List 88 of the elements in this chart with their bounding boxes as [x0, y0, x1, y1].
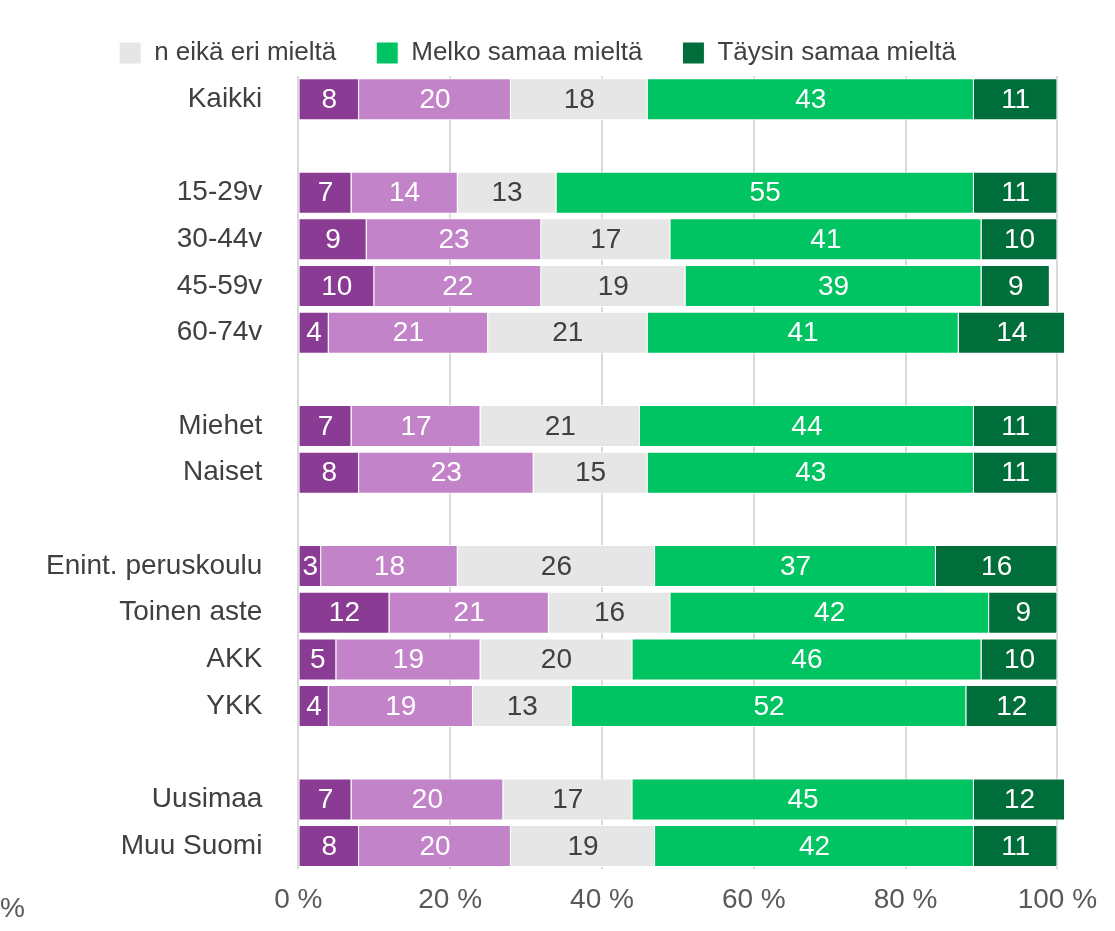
data-label: 19	[597, 269, 629, 301]
data-label: 11	[1001, 83, 1031, 115]
data-label: 10	[1003, 223, 1036, 255]
data-label: 10	[321, 269, 353, 301]
x-tick-label: 100 %	[1017, 882, 1098, 914]
data-label: 43	[795, 83, 827, 115]
y-tick-label: 30-44v	[176, 222, 263, 254]
data-label: 14	[389, 176, 421, 208]
x-tick-label: 60 %	[721, 882, 786, 914]
data-label: 13	[506, 689, 538, 721]
y-tick-label: Enint. peruskoulu	[46, 548, 263, 580]
data-label: 20	[419, 83, 451, 115]
data-label: 11	[1001, 409, 1031, 441]
data-label: 44	[791, 409, 823, 441]
y-tick-label: 15-29v	[176, 175, 263, 207]
data-label: 17	[400, 409, 432, 441]
x-tick-label: 20 %	[418, 882, 483, 914]
data-label: 8	[321, 829, 338, 861]
data-label: 43	[795, 456, 827, 488]
data-label: 21	[544, 409, 576, 441]
data-label: 42	[814, 596, 846, 628]
data-label: 23	[438, 223, 470, 255]
data-label: 12	[328, 596, 360, 628]
data-label: 23	[430, 456, 462, 488]
data-label: 39	[817, 269, 850, 301]
data-label: 17	[552, 783, 584, 815]
data-label: 21	[392, 316, 424, 348]
data-label: 20	[419, 829, 451, 861]
y-tick-label: Muu Suomi	[120, 828, 263, 860]
data-label: 9	[1015, 596, 1032, 628]
data-label: 14	[996, 316, 1028, 348]
data-label: 11	[1001, 176, 1031, 208]
data-label: 26	[540, 549, 573, 581]
y-tick-label: Uusimaa	[151, 782, 263, 814]
data-label: 20	[540, 643, 573, 675]
y-tick-label: Toinen aste	[119, 595, 263, 627]
data-label: 52	[753, 689, 785, 721]
data-label: 42	[798, 829, 831, 861]
data-label: 5	[310, 643, 326, 675]
data-label: 8	[321, 83, 338, 115]
x-tick-label: 80 %	[873, 882, 938, 914]
data-label: 21	[552, 316, 584, 348]
data-label: 18	[563, 83, 595, 115]
data-label: 3	[302, 549, 319, 581]
data-label: 7	[317, 783, 334, 815]
data-label: 19	[392, 643, 424, 675]
data-label: 8	[321, 456, 338, 488]
x-tick-label: 40 %	[570, 882, 634, 914]
data-label: 9	[325, 223, 341, 255]
data-label: 18	[373, 549, 406, 581]
data-label: 11	[1001, 829, 1031, 861]
data-label: 13	[491, 176, 523, 208]
data-label: 41	[787, 316, 819, 348]
y-tick-label: YKK	[206, 688, 263, 720]
data-label: 16	[981, 549, 1013, 581]
y-tick-label: 60-74v	[176, 315, 263, 347]
y-tick-label: Miehet	[178, 408, 263, 440]
text: %	[0, 891, 25, 923]
data-label: 10	[1003, 643, 1036, 675]
data-label: 16	[593, 596, 626, 628]
data-label: 19	[567, 829, 599, 861]
data-label: 17	[590, 223, 622, 255]
data-label: 12	[1003, 783, 1036, 815]
data-label: 21	[453, 596, 485, 628]
data-label: 45	[787, 783, 819, 815]
data-label: 7	[317, 409, 334, 441]
data-label: 41	[810, 223, 842, 255]
y-tick-label: Naiset	[182, 455, 263, 487]
y-tick-label: 45-59v	[176, 268, 263, 300]
data-label: 15	[575, 456, 607, 488]
data-label: 4	[306, 316, 322, 348]
data-label: 55	[749, 176, 781, 208]
data-label: 22	[442, 269, 474, 301]
legend-label: n eikä eri mieltä	[154, 36, 337, 67]
data-label: 9	[1007, 269, 1024, 301]
data-label: 11	[1001, 456, 1031, 488]
y-tick-label: AKK	[206, 642, 263, 674]
data-label: 37	[779, 549, 812, 581]
data-label: 20	[411, 783, 443, 815]
x-tick-label: 0 %	[274, 882, 323, 914]
data-label: 12	[996, 689, 1028, 721]
y-tick-label: Kaikki	[187, 82, 263, 114]
data-label: 4	[306, 689, 322, 721]
data-label: 19	[385, 689, 417, 721]
data-label: 7	[317, 176, 334, 208]
legend-label: Täysin samaa mieltä	[717, 36, 957, 67]
data-label: 46	[791, 643, 823, 675]
legend-label: Melko samaa mieltä	[411, 36, 643, 67]
